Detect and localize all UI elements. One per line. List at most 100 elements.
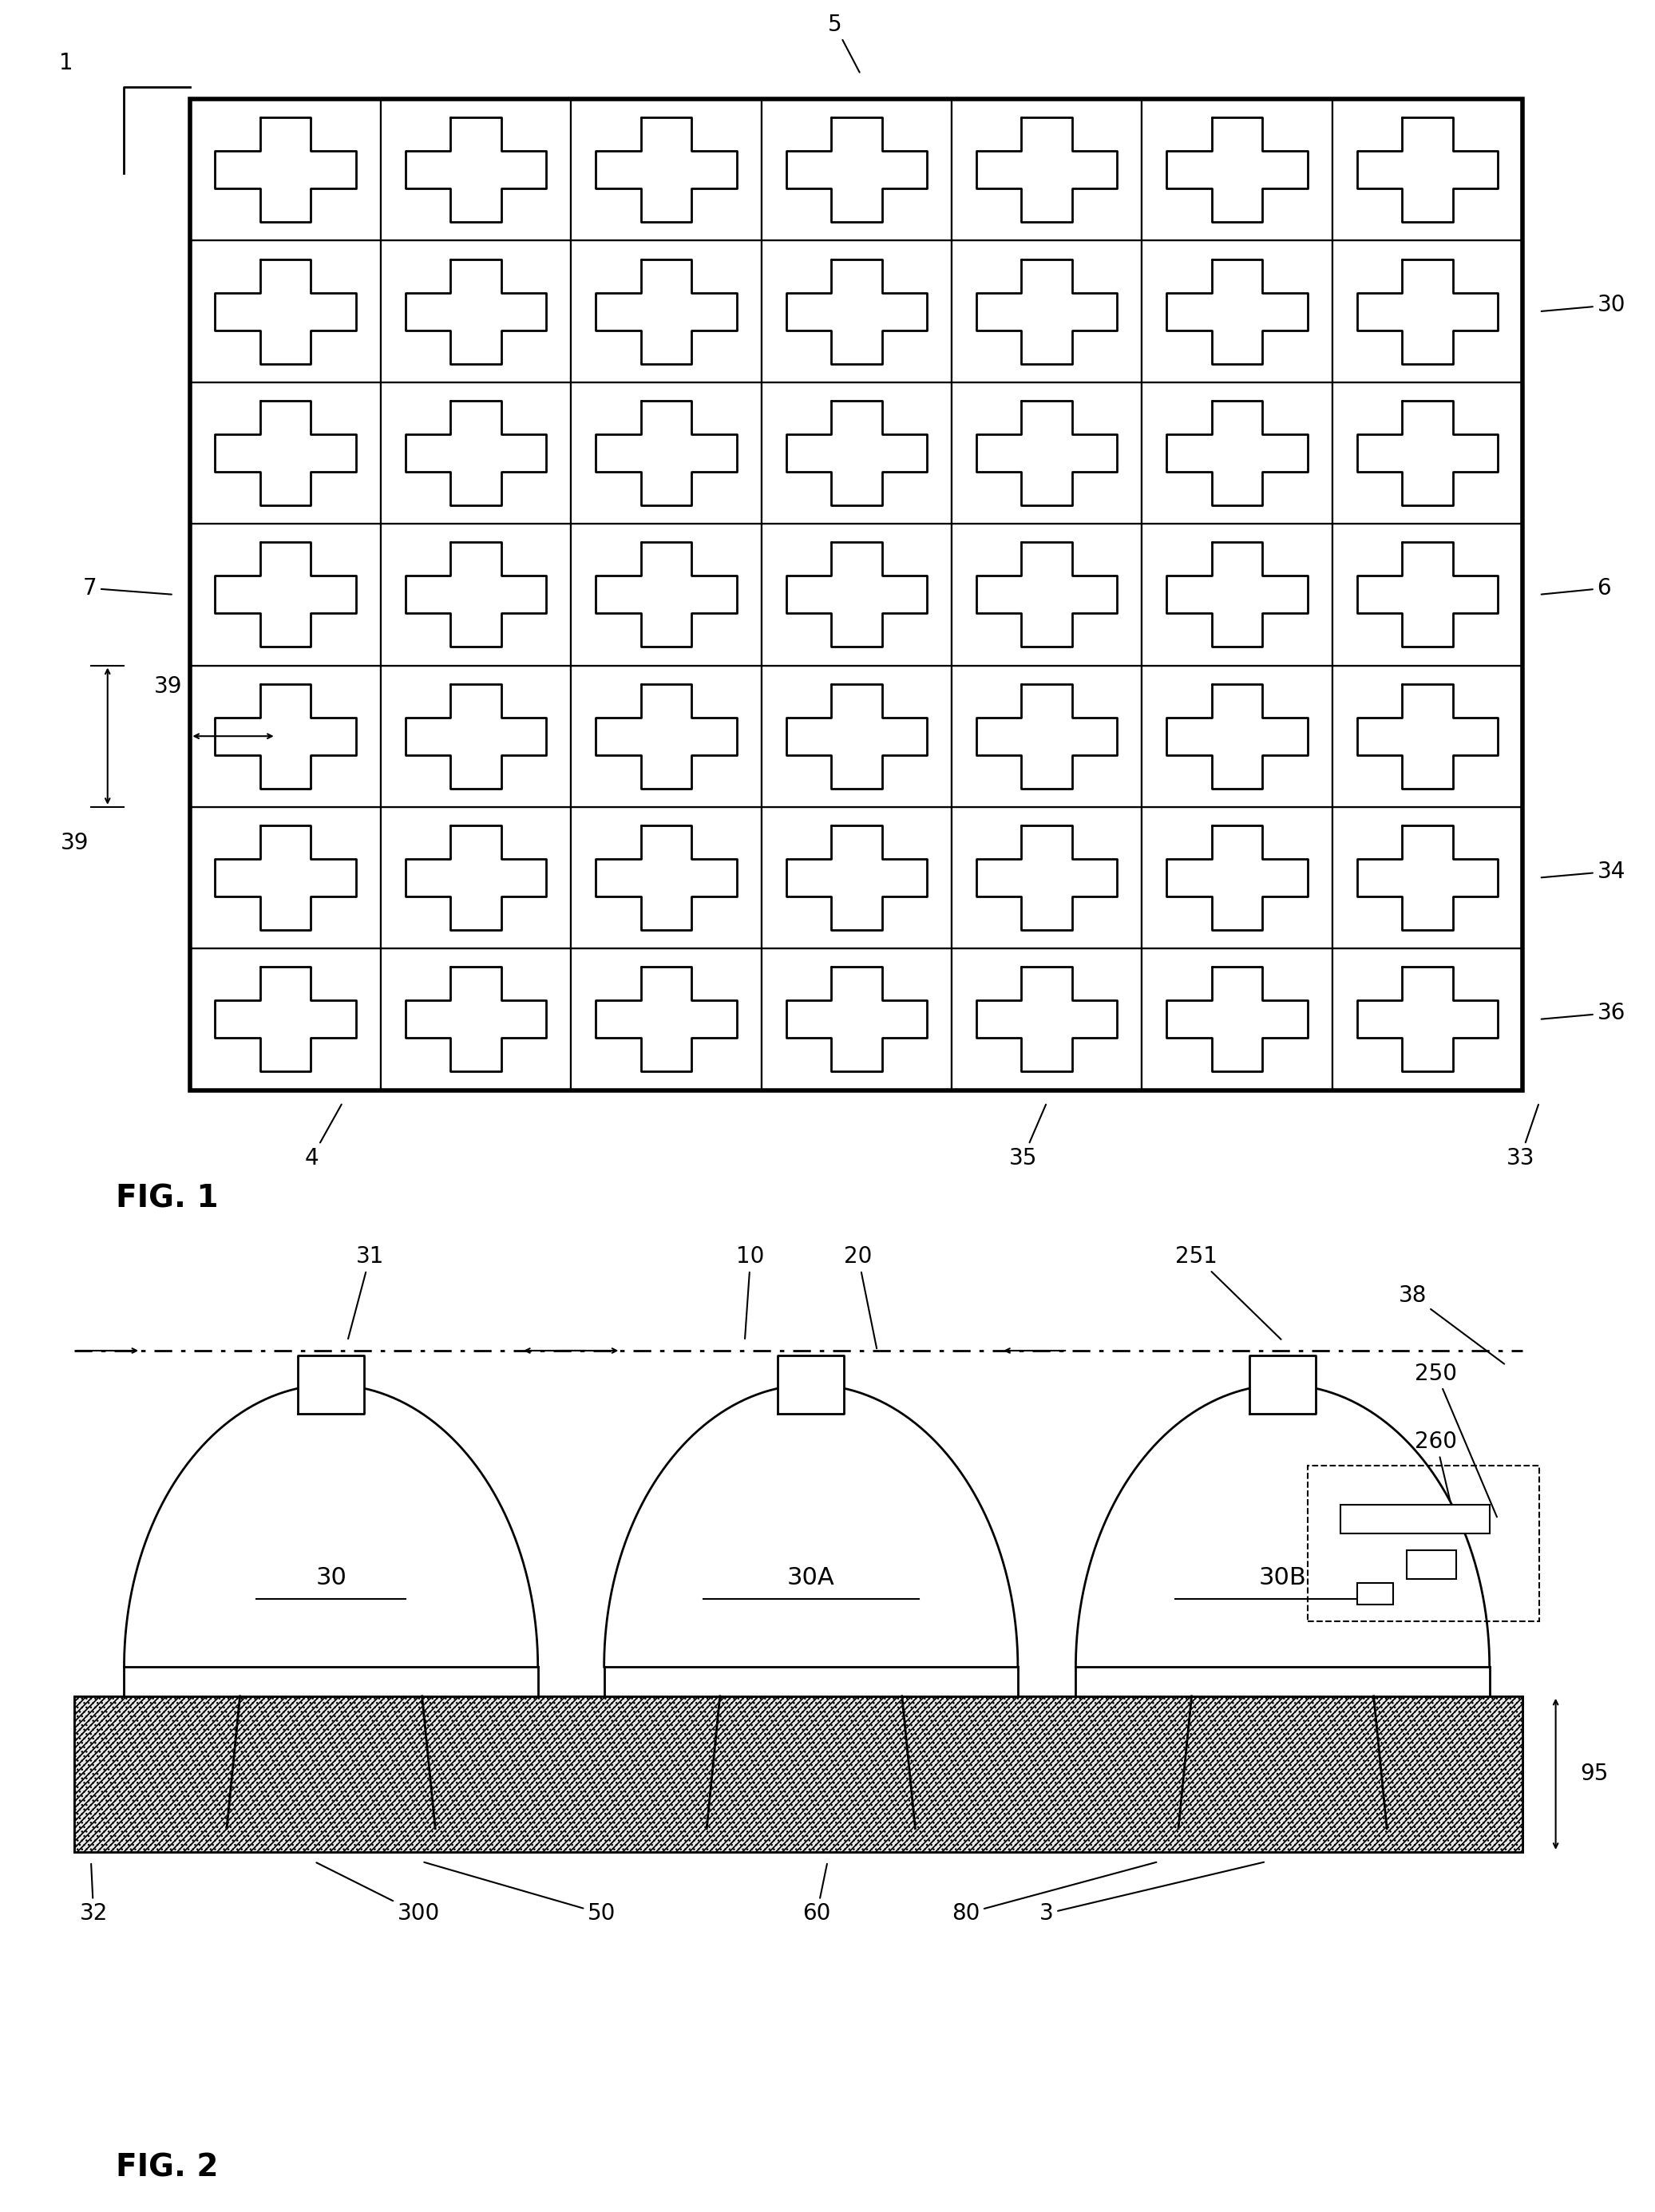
Bar xyxy=(1332,524,1523,666)
Bar xyxy=(74,1697,1523,1851)
Text: 36: 36 xyxy=(1541,1002,1625,1024)
Text: 32: 32 xyxy=(79,1865,108,1924)
Bar xyxy=(761,383,952,524)
Bar xyxy=(190,100,1523,1091)
Bar xyxy=(1142,241,1332,383)
Bar xyxy=(190,383,381,524)
Bar xyxy=(74,1697,1523,1851)
Bar xyxy=(190,666,381,807)
Bar xyxy=(571,100,761,241)
Bar xyxy=(761,949,952,1091)
Bar xyxy=(1142,100,1332,241)
Text: 39: 39 xyxy=(60,832,89,854)
Bar xyxy=(952,666,1142,807)
Bar xyxy=(1332,807,1523,949)
Text: 31: 31 xyxy=(348,1245,384,1338)
Bar xyxy=(952,100,1142,241)
Bar xyxy=(952,807,1142,949)
Text: 3: 3 xyxy=(1039,1863,1264,1924)
Bar xyxy=(952,949,1142,1091)
Bar xyxy=(571,807,761,949)
Bar xyxy=(1332,666,1523,807)
Text: 2: 2 xyxy=(1456,1639,1488,1686)
Bar xyxy=(1142,524,1332,666)
Bar xyxy=(381,241,571,383)
Bar xyxy=(381,949,571,1091)
Bar xyxy=(190,241,381,383)
Bar xyxy=(1307,1467,1539,1621)
Polygon shape xyxy=(298,1356,364,1413)
Bar xyxy=(1341,1504,1490,1533)
Text: 252: 252 xyxy=(1225,1469,1380,1586)
Text: 300: 300 xyxy=(316,1863,440,1924)
Text: 30: 30 xyxy=(316,1566,346,1590)
Text: 10: 10 xyxy=(736,1245,765,1338)
Bar xyxy=(381,666,571,807)
Text: FIG. 1: FIG. 1 xyxy=(116,1183,218,1214)
Text: 5: 5 xyxy=(828,13,859,73)
Polygon shape xyxy=(124,1668,538,1697)
Bar xyxy=(1332,949,1523,1091)
Polygon shape xyxy=(124,1385,538,1668)
Bar xyxy=(761,241,952,383)
Bar xyxy=(190,100,381,241)
Text: 60: 60 xyxy=(803,1865,831,1924)
Text: 35: 35 xyxy=(1010,1104,1046,1170)
Bar xyxy=(74,1697,1523,1851)
Bar xyxy=(761,807,952,949)
Polygon shape xyxy=(1250,1356,1316,1413)
Bar xyxy=(952,524,1142,666)
Text: 20: 20 xyxy=(844,1245,877,1349)
Bar xyxy=(190,524,381,666)
Text: 1: 1 xyxy=(60,51,73,75)
Polygon shape xyxy=(604,1668,1018,1697)
Bar xyxy=(571,383,761,524)
Bar xyxy=(381,383,571,524)
Bar xyxy=(1332,383,1523,524)
Text: 7: 7 xyxy=(83,577,172,599)
Bar xyxy=(381,807,571,949)
Text: 30B: 30B xyxy=(1259,1566,1306,1590)
Bar xyxy=(1142,807,1332,949)
Text: 34: 34 xyxy=(1541,860,1625,883)
Text: 30: 30 xyxy=(1541,294,1625,316)
Text: 50: 50 xyxy=(424,1863,616,1924)
Bar xyxy=(571,241,761,383)
Bar xyxy=(74,1697,1523,1851)
Bar xyxy=(761,100,952,241)
Text: 80: 80 xyxy=(952,1863,1157,1924)
Bar xyxy=(1332,241,1523,383)
Text: 260: 260 xyxy=(1415,1431,1465,1562)
Bar xyxy=(1332,100,1523,241)
Bar xyxy=(952,241,1142,383)
Bar xyxy=(761,524,952,666)
Polygon shape xyxy=(1076,1385,1490,1668)
Bar xyxy=(381,100,571,241)
Bar xyxy=(190,807,381,949)
Bar xyxy=(74,1697,1523,1851)
Text: FIG. 2: FIG. 2 xyxy=(116,2152,218,2183)
Bar xyxy=(1142,666,1332,807)
Text: 30A: 30A xyxy=(788,1566,834,1590)
Text: 39: 39 xyxy=(154,675,182,697)
Polygon shape xyxy=(1076,1668,1490,1697)
Bar xyxy=(1142,383,1332,524)
Text: 38: 38 xyxy=(1398,1285,1504,1365)
Bar xyxy=(571,666,761,807)
Bar xyxy=(571,949,761,1091)
Bar xyxy=(571,524,761,666)
Polygon shape xyxy=(778,1356,844,1413)
Text: 6: 6 xyxy=(1541,577,1612,599)
Text: 250: 250 xyxy=(1415,1363,1496,1517)
Bar xyxy=(1407,1551,1456,1579)
Text: 33: 33 xyxy=(1506,1104,1539,1170)
Bar xyxy=(761,666,952,807)
Bar xyxy=(190,949,381,1091)
Bar xyxy=(381,524,571,666)
Text: 251: 251 xyxy=(1175,1245,1281,1340)
Bar xyxy=(952,383,1142,524)
Polygon shape xyxy=(604,1385,1018,1668)
Text: 4: 4 xyxy=(305,1104,341,1170)
Bar xyxy=(1142,949,1332,1091)
Bar xyxy=(1357,1584,1394,1604)
